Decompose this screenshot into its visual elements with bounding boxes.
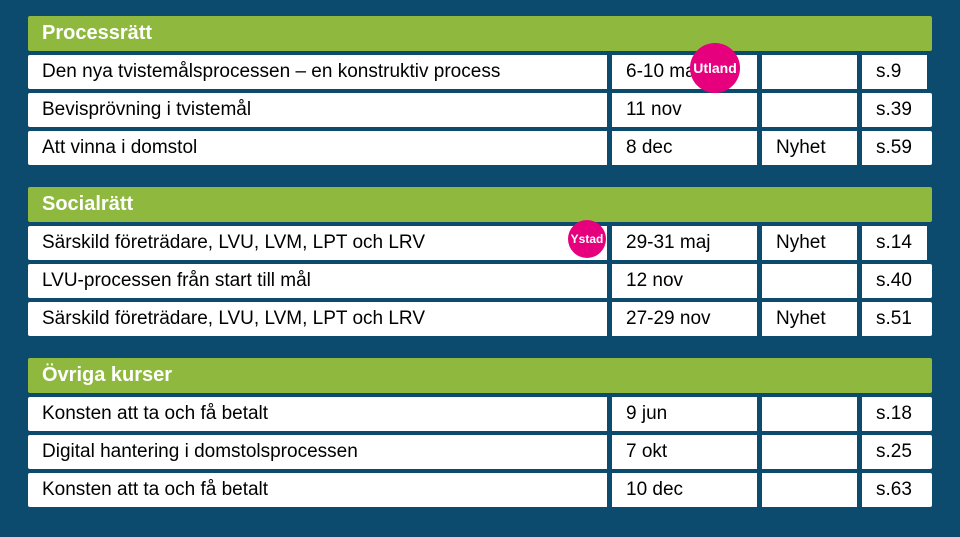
course-listing: Processrätt Den nya tvistemålsprocessen –… xyxy=(28,16,932,507)
course-title: Konsten att ta och få betalt xyxy=(28,473,612,507)
course-page: s.40 xyxy=(862,264,932,298)
course-page: s.59 xyxy=(862,131,932,165)
section-header: Socialrätt xyxy=(28,187,932,222)
course-tag: Nyhet xyxy=(762,302,862,336)
course-page: s.9 xyxy=(862,55,932,89)
course-page: s.39 xyxy=(862,93,932,127)
section-header: Övriga kurser xyxy=(28,358,932,393)
ystad-badge: Ystad xyxy=(568,220,606,258)
course-row: Den nya tvistemålsprocessen – en konstru… xyxy=(28,55,932,89)
course-tag xyxy=(762,264,862,298)
course-date: 11 nov xyxy=(612,93,762,127)
course-row: Digital hantering i domstolsprocessen7 o… xyxy=(28,435,932,469)
course-title: Att vinna i domstol xyxy=(28,131,612,165)
course-row: Konsten att ta och få betalt9 jun s.18 xyxy=(28,397,932,431)
section-header: Processrätt xyxy=(28,16,932,51)
course-title: Konsten att ta och få betalt xyxy=(28,397,612,431)
course-title: Digital hantering i domstolsprocessen xyxy=(28,435,612,469)
course-date: 9 jun xyxy=(612,397,762,431)
section: Övriga kurser Konsten att ta och få betal… xyxy=(28,358,932,507)
course-title: Särskild företrädare, LVU, LVM, LPT och … xyxy=(28,226,612,260)
course-row: Bevisprövning i tvistemål11 nov s.39 xyxy=(28,93,932,127)
course-row: Att vinna i domstol8 decNyhets.59 xyxy=(28,131,932,165)
course-tag xyxy=(762,473,862,507)
course-date: 29-31 maj xyxy=(612,226,762,260)
course-date: 12 nov xyxy=(612,264,762,298)
course-tag xyxy=(762,397,862,431)
course-page: s.51 xyxy=(862,302,932,336)
course-date: 8 dec xyxy=(612,131,762,165)
course-page: s.14 xyxy=(862,226,932,260)
section: Socialrätt Särskild företrädare, LVU, LVM… xyxy=(28,187,932,336)
course-row: Särskild företrädare, LVU, LVM, LPT och … xyxy=(28,226,932,260)
course-date: 7 okt xyxy=(612,435,762,469)
course-row: Särskild företrädare, LVU, LVM, LPT och … xyxy=(28,302,932,336)
course-page: s.25 xyxy=(862,435,932,469)
course-title: LVU-processen från start till mål xyxy=(28,264,612,298)
course-title: Särskild företrädare, LVU, LVM, LPT och … xyxy=(28,302,612,336)
course-tag: Nyhet xyxy=(762,131,862,165)
course-tag xyxy=(762,93,862,127)
course-title: Bevisprövning i tvistemål xyxy=(28,93,612,127)
course-page: s.63 xyxy=(862,473,932,507)
section: Processrätt Den nya tvistemålsprocessen –… xyxy=(28,16,932,165)
course-page: s.18 xyxy=(862,397,932,431)
course-date: 10 dec xyxy=(612,473,762,507)
utland-badge: Utland xyxy=(690,43,740,93)
course-title: Den nya tvistemålsprocessen – en konstru… xyxy=(28,55,612,89)
course-tag xyxy=(762,435,862,469)
course-row: Konsten att ta och få betalt10 dec s.63 xyxy=(28,473,932,507)
course-tag xyxy=(762,55,862,89)
course-row: LVU-processen från start till mål12 nov s… xyxy=(28,264,932,298)
course-date: 27-29 nov xyxy=(612,302,762,336)
course-tag: Nyhet xyxy=(762,226,862,260)
